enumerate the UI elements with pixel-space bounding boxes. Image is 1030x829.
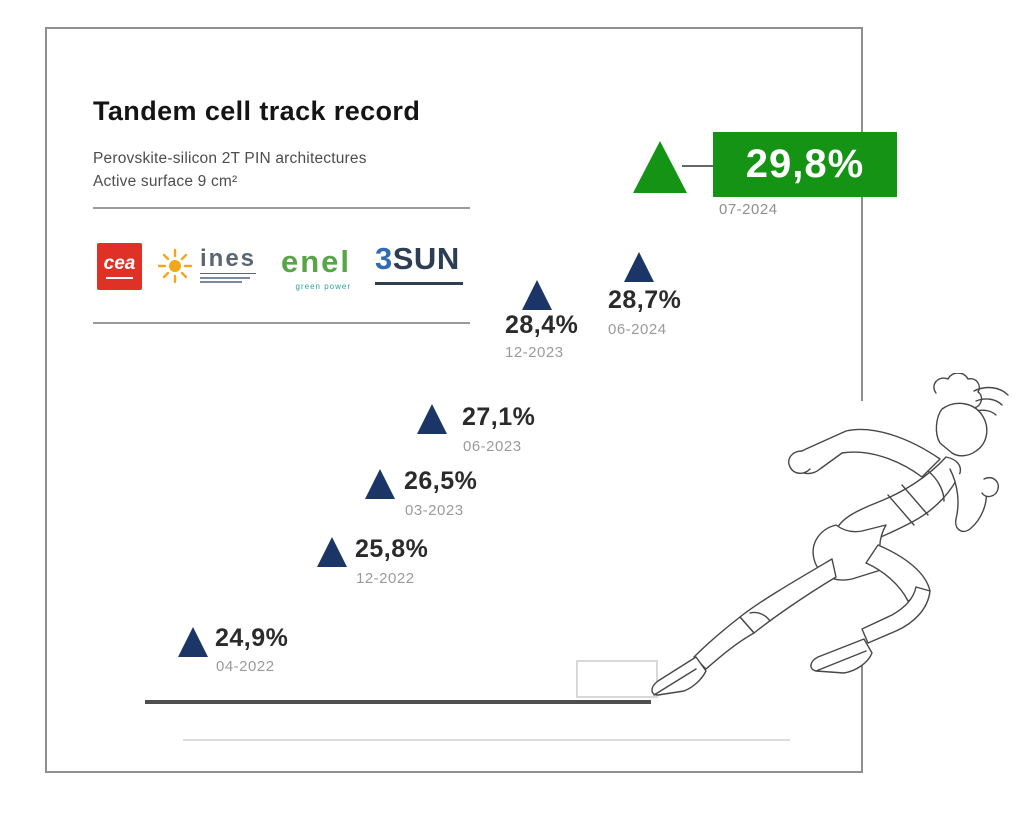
triangle-marker xyxy=(178,627,208,657)
ines-logo-subtext xyxy=(200,277,256,283)
divider-top xyxy=(93,207,470,209)
record-value: 29,8% xyxy=(745,142,865,186)
3sun-logo-number: 3 xyxy=(375,241,393,276)
point-value: 28,4% xyxy=(505,311,579,339)
point-value: 26,5% xyxy=(404,467,478,495)
enel-logo-tagline: green power xyxy=(295,282,352,291)
point-date: 04-2022 xyxy=(216,658,275,675)
triangle-marker xyxy=(624,252,654,282)
starting-block xyxy=(576,660,658,698)
triangle-marker xyxy=(417,404,447,434)
3sun-logo: 3SUN xyxy=(375,243,463,285)
baseline xyxy=(145,700,651,704)
point-value: 24,9% xyxy=(215,624,289,652)
ines-subtext-bar xyxy=(200,277,250,279)
enel-logo: enel green power xyxy=(281,246,351,291)
point-date: 06-2024 xyxy=(608,321,667,338)
point-value: 25,8% xyxy=(355,535,429,563)
point-date: 12-2022 xyxy=(356,570,415,587)
point-date: 06-2023 xyxy=(463,438,522,455)
subtitle-architecture: Perovskite-silicon 2T PIN architectures xyxy=(93,150,367,167)
point-date: 03-2023 xyxy=(405,502,464,519)
ines-logo-text: ines xyxy=(200,245,257,274)
underline-light xyxy=(183,739,790,741)
ines-logo: ines xyxy=(156,245,257,285)
record-connector-line xyxy=(682,165,714,167)
cea-logo-text: cea xyxy=(103,253,136,274)
cea-logo-underline xyxy=(106,277,133,279)
record-triangle-marker xyxy=(633,141,687,193)
record-date: 07-2024 xyxy=(719,201,778,218)
triangle-marker xyxy=(317,537,347,567)
subtitle-surface: Active surface 9 cm² xyxy=(93,173,238,190)
enel-logo-text: enel xyxy=(281,244,352,279)
sun-icon xyxy=(157,248,193,284)
triangle-marker xyxy=(522,280,552,310)
3sun-subtext-bar xyxy=(375,282,463,285)
point-value: 28,7% xyxy=(608,286,682,314)
divider-bottom xyxy=(93,322,470,324)
triangle-marker xyxy=(365,469,395,499)
cea-logo: cea xyxy=(97,243,142,290)
page-title: Tandem cell track record xyxy=(93,96,421,126)
point-value: 27,1% xyxy=(462,403,536,431)
point-date: 12-2023 xyxy=(505,344,564,361)
3sun-logo-word: SUN xyxy=(392,241,460,276)
record-badge: 29,8% xyxy=(713,132,897,197)
runner-illustration xyxy=(651,373,1009,696)
ines-subtext-bar xyxy=(200,281,242,283)
